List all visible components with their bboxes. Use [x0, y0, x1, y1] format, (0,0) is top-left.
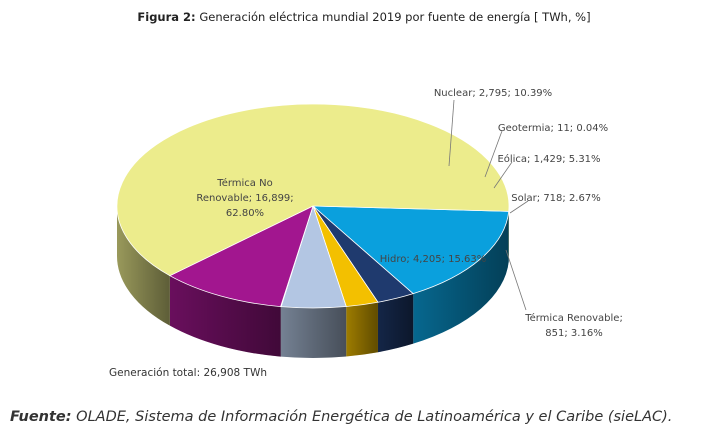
data-label-0: Hidro; 4,205; 15.63% — [380, 254, 487, 265]
data-label-3: Eólica; 1,429; 5.31% — [497, 153, 600, 165]
data-label-1: Térmica Renovable; 851; 3.16% — [524, 312, 623, 339]
source-text: OLADE, Sistema de Información Energética… — [76, 409, 673, 425]
leader-line-1 — [505, 249, 527, 311]
total-generation-label: Generación total: 26,908 TWh — [109, 367, 267, 379]
data-label-6: Térmica No Renovable; 16,899; 62.80% — [196, 177, 293, 219]
source-note: Fuente: OLADE, Sistema de Información En… — [10, 409, 722, 425]
figure-title: Figura 2: Generación eléctrica mundial 2… — [0, 10, 728, 24]
pie-walls — [117, 206, 509, 358]
pie-wall-shade-5-0 — [169, 275, 281, 357]
pie-slice-6 — [116, 103, 510, 277]
data-label-2: Solar; 718; 2.67% — [511, 193, 600, 204]
pie-slice-5 — [169, 205, 314, 308]
pie-wall-shade-1-0 — [377, 293, 414, 353]
leader-lines — [448, 99, 529, 311]
leader-line-2 — [509, 200, 529, 214]
data-label-4: Geotermia; 11; 0.04% — [498, 123, 608, 134]
pie-wall-shade-6-0 — [117, 206, 170, 326]
source-prefix: Fuente: — [10, 409, 72, 425]
data-labels: Hidro; 4,205; 15.63% Térmica Renovable; 85… — [196, 88, 622, 339]
leader-line-3 — [493, 161, 513, 189]
pie-slice-0 — [311, 205, 510, 295]
leader-line-5 — [448, 99, 455, 167]
pie-wall-shade-3-0 — [281, 306, 347, 358]
pie-wall-shade-2-0 — [346, 302, 378, 357]
figure-title-text: Generación eléctrica mundial 2019 por fu… — [199, 10, 591, 24]
data-label-5: Nuclear; 2,795; 10.39% — [434, 88, 552, 99]
pie-wall-shade-0-0 — [413, 211, 509, 344]
leader-line-4 — [484, 130, 503, 178]
pie-slices — [116, 103, 510, 309]
figure-title-prefix: Figura 2: — [137, 10, 196, 24]
